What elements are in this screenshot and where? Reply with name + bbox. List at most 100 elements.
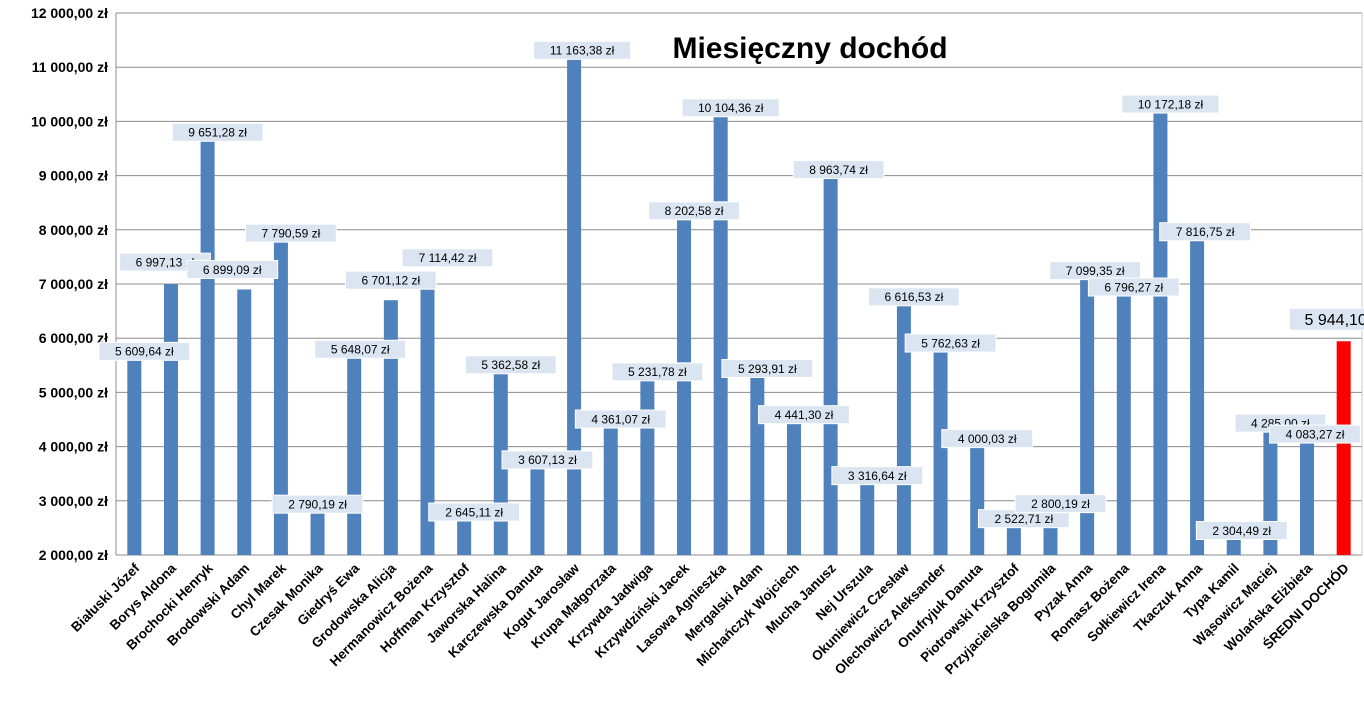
bar	[713, 115, 728, 556]
y-tick-label: 4 000,00 zł	[39, 439, 108, 455]
data-label-box	[1014, 494, 1107, 514]
data-label: 4 000,03 zł	[958, 432, 1017, 446]
data-label: 5 944,10 zł	[1305, 312, 1364, 329]
data-label-box	[1269, 424, 1361, 444]
bar	[383, 300, 398, 555]
data-label: 5 362,58 zł	[481, 358, 540, 372]
data-label-box	[501, 450, 594, 470]
data-label-box	[245, 223, 337, 243]
data-label-box	[1087, 277, 1180, 297]
bar	[640, 379, 655, 555]
data-label: 10 172,18 zł	[1138, 97, 1204, 111]
bar	[457, 520, 472, 555]
bar	[347, 357, 362, 555]
bar	[237, 289, 252, 555]
data-label: 5 293,91 zł	[738, 362, 797, 376]
bar	[603, 427, 618, 555]
data-label-box	[792, 160, 885, 180]
data-label: 11 163,38 zł	[550, 44, 615, 58]
data-label: 6 616,53 zł	[885, 290, 944, 304]
bar	[1336, 341, 1351, 555]
data-label: 3 607,13 zł	[518, 453, 577, 467]
y-tick-label: 11 000,00 zł	[32, 59, 108, 75]
bar	[1080, 278, 1095, 555]
data-label: 5 762,63 zł	[921, 336, 980, 350]
y-axis: 2 000,00 zł 3 000,00 zł 4 000,00 zł 5 000,0…	[31, 5, 1363, 563]
bar	[310, 512, 325, 555]
data-label-box	[1195, 520, 1288, 540]
data-label-box	[344, 270, 437, 290]
bar	[163, 284, 178, 555]
bar	[1153, 112, 1168, 555]
data-label: 7 790,59 zł	[262, 226, 321, 240]
bar	[530, 467, 545, 555]
data-label: 3 316,64 zł	[848, 469, 907, 483]
y-tick-label: 7 000,00 zł	[39, 276, 108, 292]
bar	[200, 140, 215, 555]
bar	[933, 351, 948, 555]
data-label: 5 231,78 zł	[628, 365, 687, 379]
data-label: 7 816,75 zł	[1176, 225, 1235, 239]
data-label: 8 963,74 zł	[809, 163, 868, 177]
data-label-box	[611, 362, 704, 382]
y-tick-label: 8 000,00 zł	[39, 222, 108, 238]
y-tick-label: 5 000,00 zł	[39, 384, 108, 400]
data-label-box	[681, 98, 780, 118]
bar	[1300, 442, 1315, 555]
data-label-box	[721, 358, 814, 378]
bar	[823, 177, 838, 555]
bar	[970, 446, 985, 555]
y-tick-label: 12 000,00 zł	[31, 5, 108, 21]
data-label-box	[868, 287, 960, 307]
data-label-box	[831, 466, 924, 486]
bar	[567, 58, 582, 556]
data-label-box	[271, 494, 364, 514]
data-label-box	[941, 429, 1034, 449]
data-label-box	[1159, 222, 1251, 242]
bar	[1190, 239, 1205, 555]
data-label: 10 104,36 zł	[698, 101, 764, 115]
data-label: 7 114,42 zł	[419, 251, 477, 265]
bar	[750, 376, 765, 555]
data-label-box	[401, 248, 494, 268]
data-label: 6 701,12 zł	[361, 274, 420, 288]
y-tick-label: 10 000,00 zł	[31, 113, 108, 129]
data-label-box	[98, 341, 191, 361]
y-tick-label: 6 000,00 zł	[39, 330, 108, 346]
data-label-box	[186, 259, 279, 279]
data-label-box	[464, 355, 557, 375]
data-label: 2 800,19 zł	[1031, 497, 1090, 511]
data-label-box	[758, 405, 850, 425]
data-labels: 5 609,64 zł 6 997,13 zł 9 651,28 zł 6 899,0…	[98, 40, 1364, 540]
bar	[273, 241, 288, 555]
data-label: 5 648,07 zł	[331, 343, 390, 357]
y-tick-label: 9 000,00 zł	[39, 168, 108, 184]
data-label-box	[1121, 94, 1220, 114]
data-label-box	[171, 122, 264, 142]
data-label: 4 441,30 zł	[775, 408, 834, 422]
bar	[896, 304, 911, 555]
data-label-box	[1288, 307, 1364, 331]
bar	[1006, 526, 1021, 555]
data-label: 2 304,49 zł	[1212, 524, 1271, 538]
bars	[127, 58, 1351, 556]
data-label: 4 361,07 zł	[591, 412, 650, 426]
data-label: 8 202,58 zł	[665, 204, 724, 218]
y-tick-label: 3 000,00 zł	[39, 493, 108, 509]
chart-title: Miesięczny dochód	[672, 32, 947, 65]
data-label: 9 651,28 zł	[188, 126, 247, 140]
data-label-box	[428, 502, 521, 522]
data-label: 7 099,35 zł	[1066, 264, 1125, 278]
bar	[786, 422, 801, 555]
y-tick-label: 2 000,00 zł	[39, 547, 108, 563]
bar	[1116, 295, 1131, 555]
bar	[860, 483, 875, 555]
data-label: 6 899,09 zł	[203, 263, 262, 277]
bar	[420, 277, 435, 555]
data-label-box	[532, 40, 632, 60]
data-label: 2 645,11 zł	[445, 505, 503, 519]
data-label: 5 609,64 zł	[115, 345, 174, 359]
bar	[1226, 538, 1241, 555]
